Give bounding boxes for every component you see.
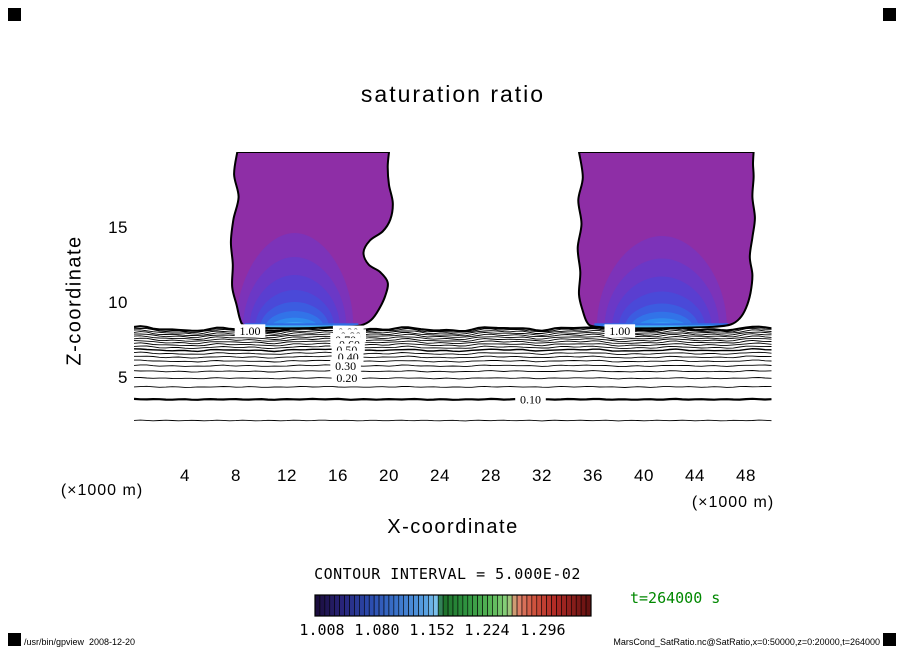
supersaturated-region-2 [576, 152, 756, 330]
svg-text:0.30: 0.30 [335, 359, 356, 373]
svg-text:1.00: 1.00 [609, 324, 630, 338]
colorbar-label-3: 1.152 [409, 621, 455, 639]
x-tick-28: 28 [481, 466, 501, 485]
corner-mark-bottom-left [8, 633, 21, 646]
x-tick-16: 16 [328, 466, 348, 485]
colorbar-label-4: 1.224 [464, 621, 510, 639]
x-tick-36: 36 [583, 466, 603, 485]
x-tick-32: 32 [532, 466, 552, 485]
x-axis-label: X-coordinate [387, 516, 519, 538]
contour-line-labels: 1.001.000.900.800.700.600.500.400.300.20… [234, 324, 636, 406]
z-tick-15: 15 [108, 218, 128, 237]
x-tick-8: 8 [231, 466, 241, 485]
x-tick-20: 20 [379, 466, 399, 485]
plot-area [134, 152, 772, 422]
corner-mark-top-left [8, 8, 21, 21]
contour-interval-label: CONTOUR INTERVAL = 5.000E-02 [314, 565, 581, 583]
svg-text:0.20: 0.20 [336, 371, 357, 385]
supersaturated-region-1 [229, 152, 394, 330]
z-tick-10: 10 [108, 293, 128, 312]
x-tick-12: 12 [277, 466, 297, 485]
colorbar-label-1: 1.008 [299, 621, 345, 639]
x-tick-4: 4 [180, 466, 190, 485]
colorbar [314, 594, 592, 617]
svg-text:1.00: 1.00 [240, 324, 261, 338]
corner-mark-top-right [883, 8, 896, 21]
z-tick-5: 5 [118, 368, 128, 387]
contour-lines [134, 325, 772, 422]
x-tick-24: 24 [430, 466, 450, 485]
footer-command: /usr/bin/gpview 2008-12-20 [24, 637, 136, 647]
corner-mark-bottom-right [883, 633, 896, 646]
svg-text:0.10: 0.10 [520, 392, 541, 406]
chart-title: saturation ratio [360, 81, 546, 107]
colorbar-label-2: 1.080 [354, 621, 400, 639]
footer-source: MarsCond_SatRatio.nc@SatRatio,x=0:50000,… [613, 637, 880, 647]
x-tick-48: 48 [736, 466, 756, 485]
time-annotation: t=264000 s [630, 589, 721, 607]
z-axis-unit: (×1000 m) [60, 482, 144, 499]
x-tick-44: 44 [685, 466, 705, 485]
colorbar-label-5: 1.296 [520, 621, 566, 639]
x-axis-unit: (×1000 m) [691, 494, 775, 511]
x-tick-40: 40 [634, 466, 654, 485]
